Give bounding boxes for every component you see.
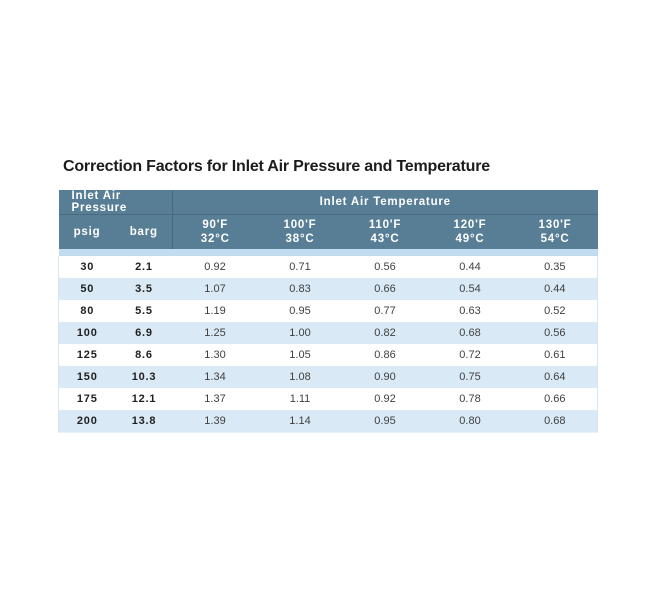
temp-celsius-label: 43°C	[370, 233, 400, 245]
factor-cell: 0.56	[512, 322, 599, 344]
factor-cell: 0.44	[512, 278, 599, 300]
table-row: 100 6.9 1.25 1.00 0.82 0.68 0.56	[58, 322, 599, 344]
barg-cell: 6.9	[115, 322, 173, 344]
factor-cell: 0.86	[342, 344, 428, 366]
factor-cell: 0.75	[427, 366, 513, 388]
factor-cell: 0.95	[257, 300, 343, 322]
factor-cell: 0.82	[342, 322, 428, 344]
psig-cell: 150	[58, 366, 116, 388]
factor-cell: 0.77	[342, 300, 428, 322]
psig-cell: 50	[58, 278, 116, 300]
factor-cell: 0.61	[512, 344, 599, 366]
table-row: 175 12.1 1.37 1.11 0.92 0.78 0.66	[58, 388, 599, 410]
temp-fahrenheit-label: 90'F	[202, 219, 229, 231]
temp-fahrenheit-label: 120'F	[453, 219, 487, 231]
factor-cell: 1.11	[257, 388, 343, 410]
factor-cell: 1.30	[172, 344, 258, 366]
table-row: 125 8.6 1.30 1.05 0.86 0.72 0.61	[58, 344, 599, 366]
barg-cell: 13.8	[115, 410, 173, 433]
column-header-barg: barg	[115, 214, 173, 249]
factor-cell: 0.80	[427, 410, 513, 433]
factor-cell: 1.07	[172, 278, 258, 300]
factor-cell: 0.71	[257, 256, 343, 278]
factor-cell: 0.78	[427, 388, 513, 410]
header-spacer-row	[58, 249, 598, 256]
factor-cell: 1.25	[172, 322, 258, 344]
column-header-temp-130f: 130'F 54°C	[512, 214, 598, 249]
page-title: Correction Factors for Inlet Air Pressur…	[63, 158, 490, 175]
column-header-psig: psig	[58, 214, 116, 249]
factor-cell: 0.56	[342, 256, 428, 278]
factor-cell: 0.92	[172, 256, 258, 278]
barg-cell: 2.1	[115, 256, 173, 278]
column-header-row: psig barg 90'F 32°C 100'F 38°C 110'F 43°…	[58, 214, 598, 249]
factor-cell: 0.68	[512, 410, 599, 433]
factor-cell: 0.72	[427, 344, 513, 366]
temp-fahrenheit-label: 110'F	[368, 219, 402, 231]
factor-cell: 1.34	[172, 366, 258, 388]
barg-cell: 12.1	[115, 388, 173, 410]
factor-cell: 1.05	[257, 344, 343, 366]
factor-cell: 1.39	[172, 410, 258, 433]
barg-cell: 10.3	[115, 366, 173, 388]
barg-cell: 3.5	[115, 278, 173, 300]
column-header-temp-110f: 110'F 43°C	[342, 214, 428, 249]
factor-cell: 1.19	[172, 300, 258, 322]
group-header-temperature: Inlet Air Temperature	[171, 190, 598, 215]
temp-celsius-label: 49°C	[455, 233, 485, 245]
factor-cell: 0.54	[427, 278, 513, 300]
temp-fahrenheit-label: 100'F	[283, 219, 317, 231]
factor-cell: 0.90	[342, 366, 428, 388]
factor-cell: 0.92	[342, 388, 428, 410]
factor-cell: 1.37	[172, 388, 258, 410]
psig-cell: 175	[58, 388, 116, 410]
factor-cell: 1.00	[257, 322, 343, 344]
factor-cell: 0.66	[512, 388, 599, 410]
factor-cell: 1.08	[257, 366, 343, 388]
temp-fahrenheit-label: 130'F	[538, 219, 572, 231]
factor-cell: 0.64	[512, 366, 599, 388]
table-row: 200 13.8 1.39 1.14 0.95 0.80 0.68	[58, 410, 599, 433]
temp-celsius-label: 32°C	[200, 233, 230, 245]
psig-cell: 80	[58, 300, 116, 322]
factor-cell: 0.52	[512, 300, 599, 322]
column-header-temp-100f: 100'F 38°C	[257, 214, 343, 249]
factor-cell: 0.95	[342, 410, 428, 433]
psig-cell: 125	[58, 344, 116, 366]
factor-cell: 0.63	[427, 300, 513, 322]
temp-celsius-label: 38°C	[285, 233, 315, 245]
barg-cell: 5.5	[115, 300, 173, 322]
table-row: 30 2.1 0.92 0.71 0.56 0.44 0.35	[58, 256, 599, 278]
table-row: 50 3.5 1.07 0.83 0.66 0.54 0.44	[58, 278, 599, 300]
factor-cell: 0.44	[427, 256, 513, 278]
group-header-row: Inlet Air Pressure Inlet Air Temperature	[58, 190, 598, 215]
psig-cell: 100	[58, 322, 116, 344]
column-header-temp-120f: 120'F 49°C	[427, 214, 513, 249]
psig-cell: 30	[58, 256, 116, 278]
factor-cell: 1.14	[257, 410, 343, 433]
psig-cell: 200	[58, 410, 116, 433]
table-row: 150 10.3 1.34 1.08 0.90 0.75 0.64	[58, 366, 599, 388]
barg-cell: 8.6	[115, 344, 173, 366]
group-header-pressure: Inlet Air Pressure	[58, 190, 173, 215]
factor-cell: 0.35	[512, 256, 599, 278]
table-section: Correction Factors for Inlet Air Pressur…	[58, 157, 599, 433]
factor-cell: 0.83	[257, 278, 343, 300]
table-row: 80 5.5 1.19 0.95 0.77 0.63 0.52	[58, 300, 599, 322]
factor-cell: 0.68	[427, 322, 513, 344]
correction-factors-table: Inlet Air Pressure Inlet Air Temperature…	[58, 190, 599, 433]
factor-cell: 0.66	[342, 278, 428, 300]
temp-celsius-label: 54°C	[540, 233, 570, 245]
column-header-temp-90f: 90'F 32°C	[172, 214, 258, 249]
